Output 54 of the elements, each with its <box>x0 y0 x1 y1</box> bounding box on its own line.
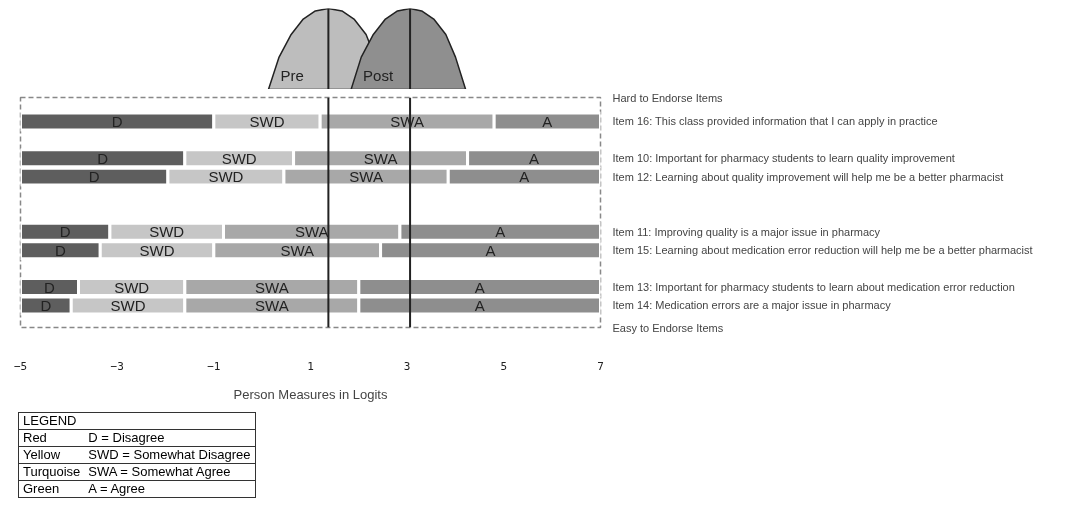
y-tick-label: Item 13: Important for pharmacy students to learn about medication error reduction <box>612 281 1015 294</box>
series-label: D <box>44 278 56 296</box>
y-tick-label: Item 16: This class provided information that I can apply in practice <box>612 115 938 128</box>
text: D <box>88 168 100 186</box>
text: D <box>40 296 52 314</box>
text: A <box>495 223 506 241</box>
text: Yellow <box>18 446 85 464</box>
x-tick-label: 5 <box>500 359 508 373</box>
text: SWA = Somewhat Agree <box>84 463 256 481</box>
legend-title: LEGEND <box>18 412 256 430</box>
text: SWD <box>149 223 185 241</box>
text: A <box>485 241 496 259</box>
text: Easy to Endorse Items <box>612 321 724 334</box>
x-tick-label: 3 <box>403 359 411 373</box>
text: Red <box>18 429 85 447</box>
y-tick-label: Item 11: Improving quality is a major issue in pharmacy <box>612 225 881 238</box>
series-label: A <box>474 278 485 296</box>
x-axis-title: Person Measures in Logits <box>233 386 388 402</box>
text: SWA <box>255 296 289 314</box>
text: D = Disagree <box>84 429 256 447</box>
text: SWD <box>139 241 175 259</box>
series-label: Post <box>363 66 394 84</box>
text: D <box>97 149 109 167</box>
text: Turquoise <box>18 463 85 481</box>
text: SWD <box>221 149 257 167</box>
text: SWD = Somewhat Disagree <box>84 446 256 464</box>
text: SWA <box>349 168 383 186</box>
x-tick-label: −1 <box>207 359 221 373</box>
text: SWD <box>110 296 146 314</box>
y-tick-label: Item 12: Learning about quality improvement will help me be a better pharmacist <box>612 170 1004 183</box>
text: SWA <box>363 149 398 167</box>
text: A <box>542 112 553 130</box>
y-tick-label: Item 15: Learning about medication error reduction will help me be a better pharmacist <box>612 244 1033 257</box>
text: D <box>54 241 66 259</box>
y-tick-label: Item 14: Medication errors are a major issue in pharmacy <box>612 299 892 312</box>
text: D <box>59 223 71 241</box>
series-label: SWD <box>114 278 150 296</box>
text: A <box>474 296 485 314</box>
text: SWA <box>280 241 315 259</box>
x-tick-label: 7 <box>597 359 604 373</box>
text: SWD <box>249 112 285 130</box>
text: A = Agree <box>84 480 256 498</box>
text: A <box>529 149 540 167</box>
series-label: SWA <box>255 278 289 296</box>
text: D <box>111 112 123 130</box>
text: A <box>519 168 530 186</box>
x-tick-label: −5 <box>13 359 28 373</box>
x-tick-label: 1 <box>307 359 314 373</box>
series-label: Pre <box>280 66 304 84</box>
y-tick-label: Item 10: Important for pharmacy students to learn quality improvement <box>612 152 955 165</box>
x-tick-label: −3 <box>110 359 124 373</box>
text: SWD <box>208 168 244 186</box>
text: Hard to Endorse Items <box>612 91 724 104</box>
text: Green <box>18 480 85 498</box>
